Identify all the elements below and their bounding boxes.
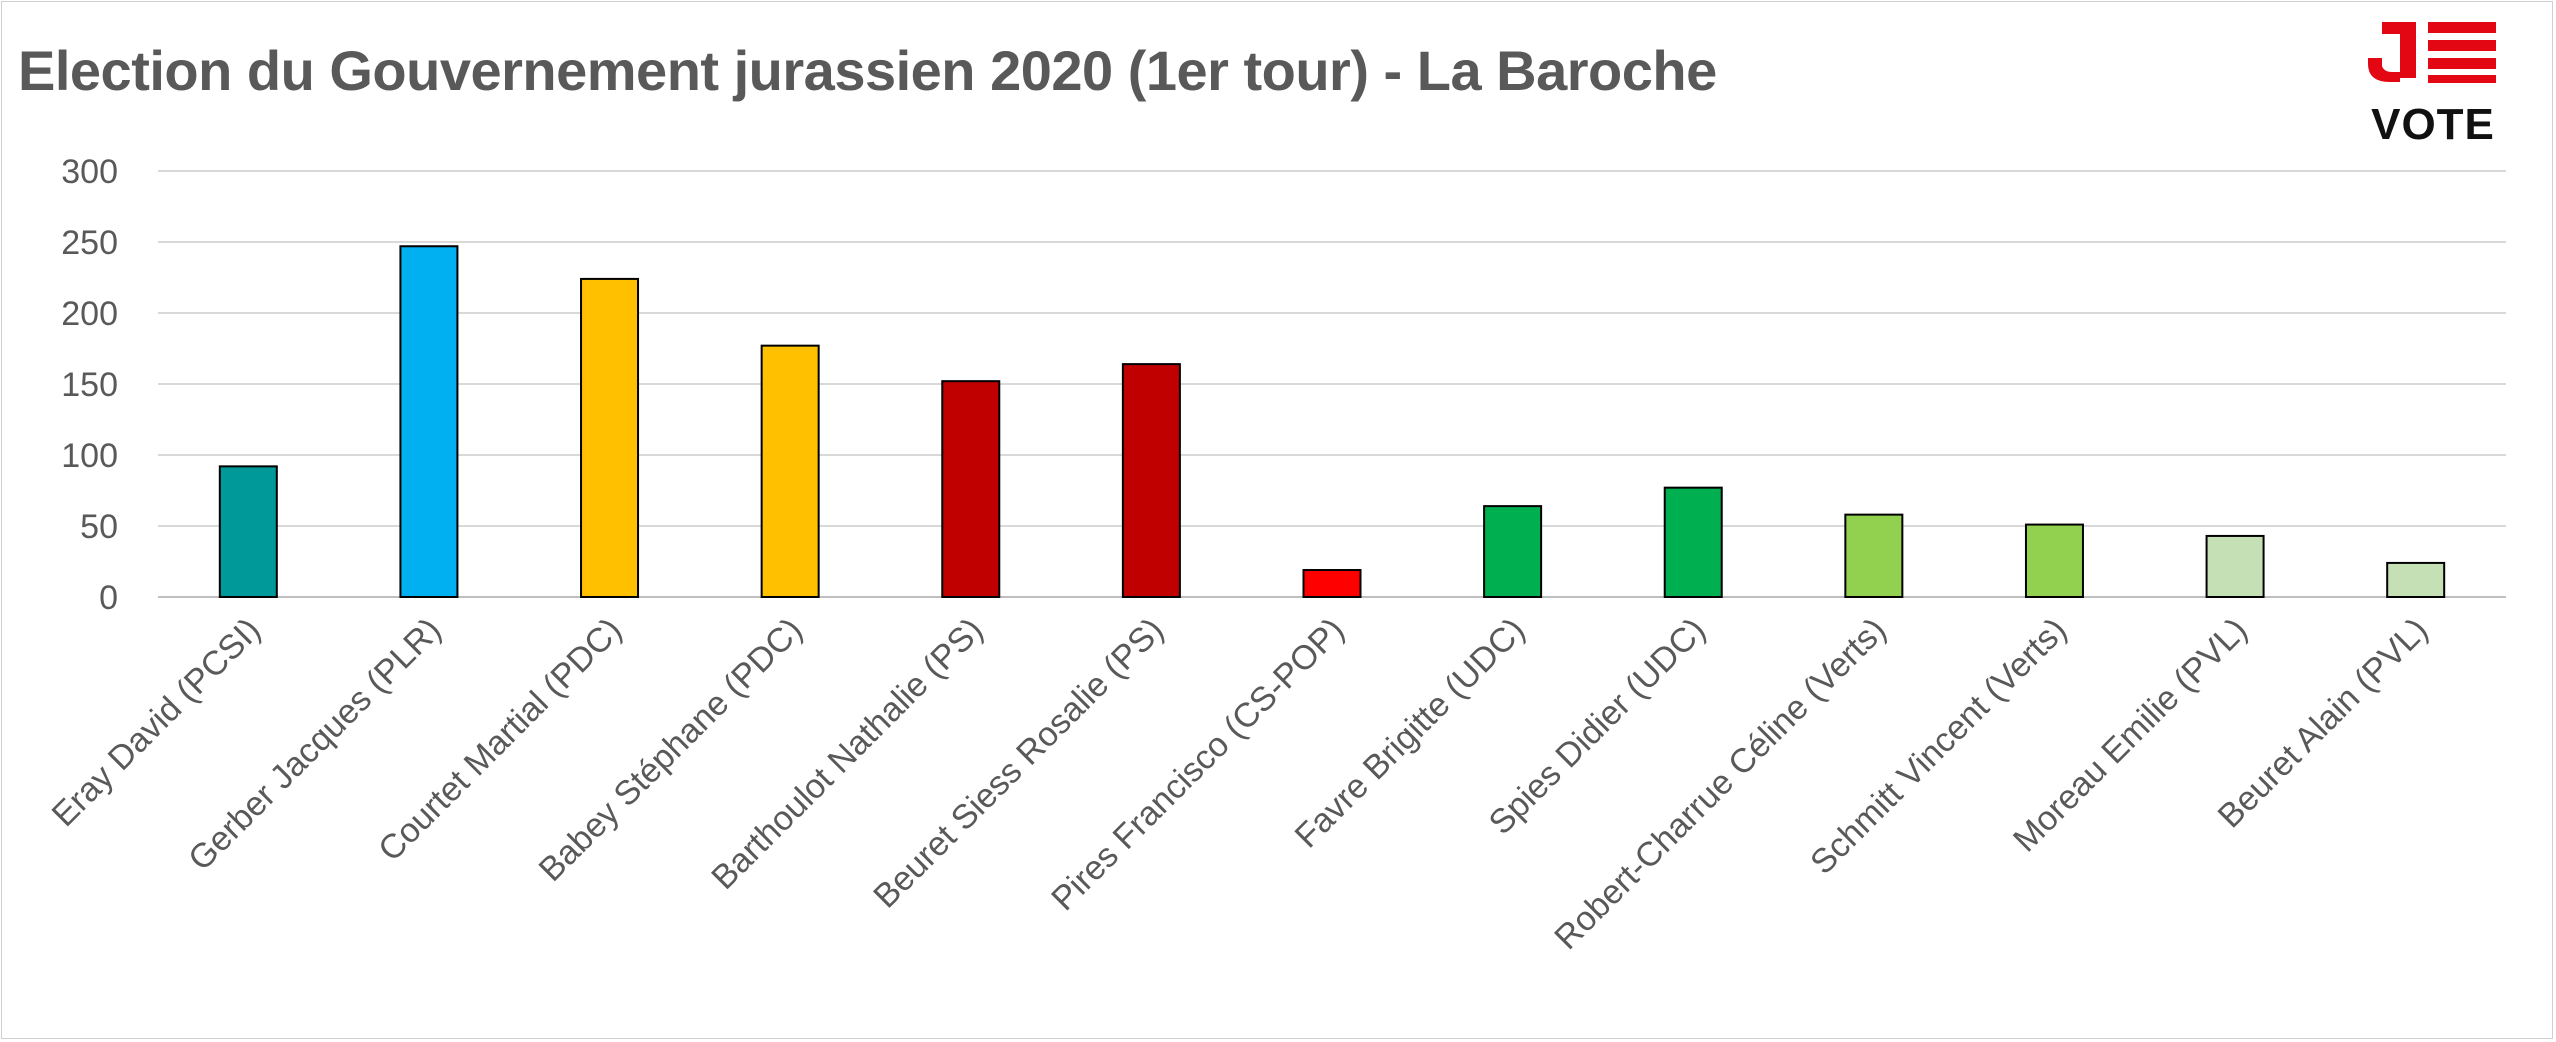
bar — [1302, 569, 1362, 599]
gridlines — [158, 170, 2506, 598]
y-axis-ticks: 0 50 100 150 200 250 300 — [61, 153, 118, 617]
bar — [2024, 523, 2084, 599]
y-tick-label: 0 — [99, 579, 118, 617]
y-tick-label: 50 — [80, 508, 118, 546]
x-category-label: Pires Francisco (CS-POP) — [1044, 611, 1351, 918]
bar — [580, 277, 640, 598]
y-tick-label: 200 — [61, 295, 118, 333]
y-tick-label: 300 — [61, 153, 118, 191]
x-category-label: Robert-Charrue Céline (Verts) — [1547, 611, 1893, 957]
bar — [1121, 363, 1181, 598]
bar — [2386, 561, 2446, 598]
bars — [218, 245, 2446, 599]
bar — [218, 465, 278, 598]
y-tick-label: 250 — [61, 224, 118, 262]
bar — [1844, 513, 1904, 599]
bar — [1483, 505, 1543, 598]
bar — [1663, 486, 1723, 598]
bar — [399, 245, 459, 598]
x-axis-labels: Eray David (PCSI)Gerber Jacques (PLR)Cou… — [45, 611, 2436, 957]
je-logo-icon — [2368, 22, 2496, 83]
y-tick-label: 100 — [61, 437, 118, 475]
je-vote-logo: VOTE — [2362, 20, 2504, 149]
logo-text: VOTE — [2371, 100, 2495, 149]
bar — [760, 344, 820, 598]
chart-title: Election du Gouvernement jurassien 2020 … — [18, 39, 1717, 102]
bar — [2205, 534, 2265, 599]
x-category-label: Beuret Siess Rosalie (PS) — [866, 611, 1171, 916]
bar — [941, 380, 1001, 598]
y-tick-label: 150 — [61, 366, 118, 404]
